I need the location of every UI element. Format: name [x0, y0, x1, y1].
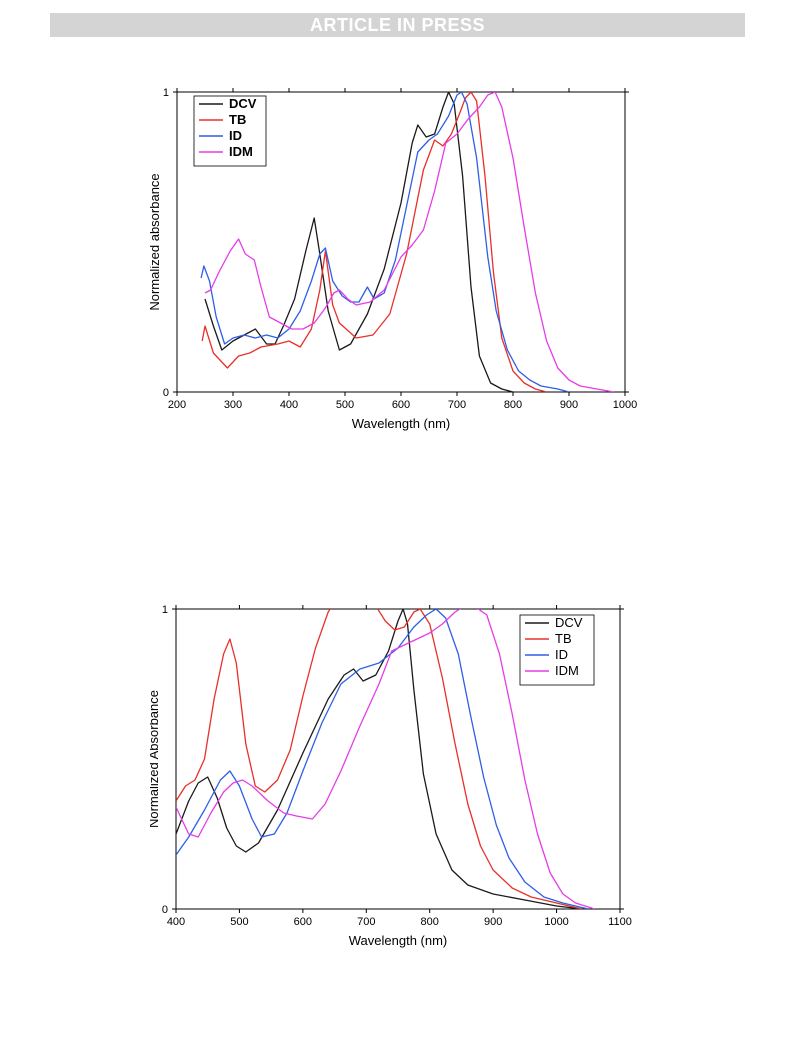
series-line-dcv: [204, 92, 514, 392]
series-line-idm: [204, 92, 614, 392]
absorbance-chart-film: 400 500 600 700 800 900 1000 1100 0 1 Wavelength (…: [146, 595, 640, 970]
article-in-press-banner: ARTICLE IN PRESS: [50, 13, 745, 37]
y-tick-label: 1: [162, 604, 168, 616]
y-tick-label: 1: [163, 87, 169, 99]
legend-label-tb: TB: [229, 112, 246, 127]
y-axis-label: Normalized absorbance: [150, 173, 162, 310]
legend-label-id: ID: [229, 128, 242, 143]
legend-label-dcv: DCV: [229, 96, 257, 111]
series-line-id: [176, 609, 589, 909]
absorbance-chart-solution: 200 300 400 500 600 700 800 900 1000 0 1 Wavelength…: [147, 80, 640, 450]
x-tick-label: 600: [392, 399, 410, 411]
x-tick-label: 900: [560, 399, 578, 411]
chart-1-svg: 200 300 400 500 600 700 800 900 1000 0 1 Wavelength…: [147, 87, 637, 431]
legend-box: [193, 95, 267, 167]
x-tick-label: 800: [421, 916, 439, 928]
x-axis-label: Wavelength (nm): [352, 416, 451, 431]
x-tick-label: 700: [357, 916, 375, 928]
legend-label-idm: IDM: [229, 144, 253, 159]
legend-box: [519, 614, 595, 686]
x-tick-label: 700: [448, 399, 466, 411]
series-line-tb: [176, 609, 583, 909]
series-line-idm: [176, 609, 595, 909]
x-tick-label: 600: [294, 916, 312, 928]
series-group: [176, 609, 595, 909]
legend-label-id: ID: [555, 647, 568, 662]
legend-label-idm: IDM: [555, 663, 579, 678]
series-group: [200, 92, 614, 392]
x-tick-label: 1000: [544, 916, 568, 928]
legend-label-dcv: DCV: [555, 615, 583, 630]
legend-label-tb: TB: [555, 631, 572, 646]
x-tick-label: 300: [224, 399, 242, 411]
y-tick-label: 0: [162, 904, 168, 916]
x-tick-label: 500: [230, 916, 248, 928]
x-tick-label: 800: [504, 399, 522, 411]
y-axis-label: Normalized Absorbance: [150, 690, 161, 828]
x-tick-label: 400: [167, 916, 185, 928]
x-tick-label: 200: [168, 399, 186, 411]
x-tick-label: 1100: [608, 916, 632, 928]
plot-frame: [175, 608, 621, 910]
x-tick-label: 400: [280, 399, 298, 411]
series-line-dcv: [176, 609, 582, 909]
y-tick-label: 0: [163, 387, 169, 399]
series-line-tb: [201, 92, 547, 392]
x-tick-label: 1000: [613, 399, 637, 411]
x-tick-label: 500: [336, 399, 354, 411]
x-tick-label: 900: [484, 916, 502, 928]
chart-2-svg: 400 500 600 700 800 900 1000 1100 0 1 Wavelength (…: [146, 604, 632, 948]
series-line-id: [200, 92, 570, 392]
x-axis-label: Wavelength (nm): [349, 933, 448, 948]
